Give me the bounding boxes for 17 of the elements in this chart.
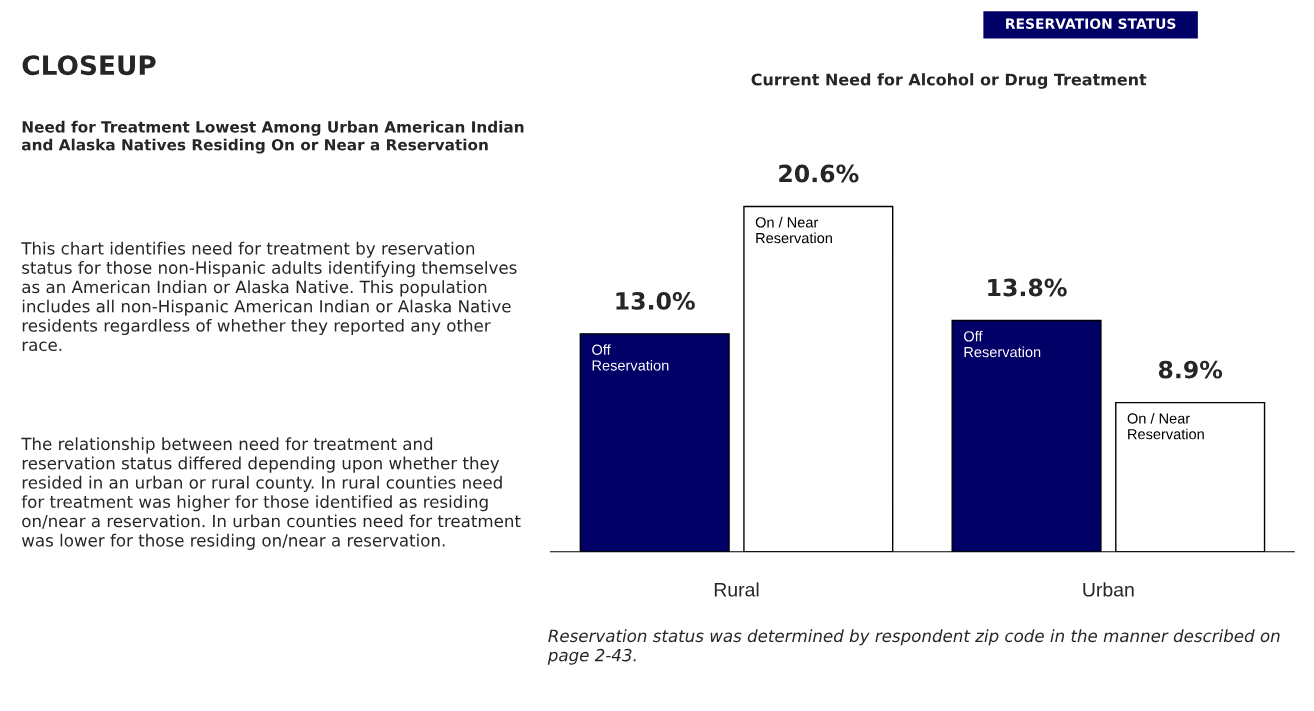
data-label: 13.8% — [988, 278, 1067, 297]
text: CLOSEUP — [22, 55, 156, 76]
chart-title: Current Need for Alcohol or Drug Treatment — [751, 73, 1147, 89]
x-tick-label: Rural — [714, 582, 759, 597]
x-tick-label: Urban — [1083, 582, 1134, 597]
text: Off Reservation — [964, 330, 1041, 358]
data-label: 13.0% — [616, 291, 695, 310]
text: Need for Treatment Lowest Among Urban American Indian and Alaska Natives Residing On or Near a Reservation — [21, 120, 524, 154]
text: Reservation status was determined by respondent zip code in the manner described on page 2-43. — [547, 629, 1280, 665]
series-label: On / Near Reservation — [755, 216, 832, 244]
data-label: 8.9% — [1158, 360, 1223, 379]
text: This chart identifies need for treatment by reservation status for those non-Hispanic adults identifying themselves as an American Indian or Alaska Native. This population includes all non-Hispanic American Indian or Alaska Native residents regardless of whether they reported any other race. — [21, 241, 517, 352]
data-label: 20.6% — [779, 164, 859, 183]
text: RESERVATION STATUS — [1006, 18, 1176, 29]
text: On / Near Reservation — [1127, 412, 1204, 440]
text: The relationship between need for treatment and reservation status differed depending upon whether they resided in an urban or rural county. In rural counties need for treatment was higher for those identified as residing on/near a reservation. In urban counties need for treatment was lower for those residing on/near a reservation. — [21, 437, 521, 550]
series-label: Off Reservation — [592, 344, 669, 371]
